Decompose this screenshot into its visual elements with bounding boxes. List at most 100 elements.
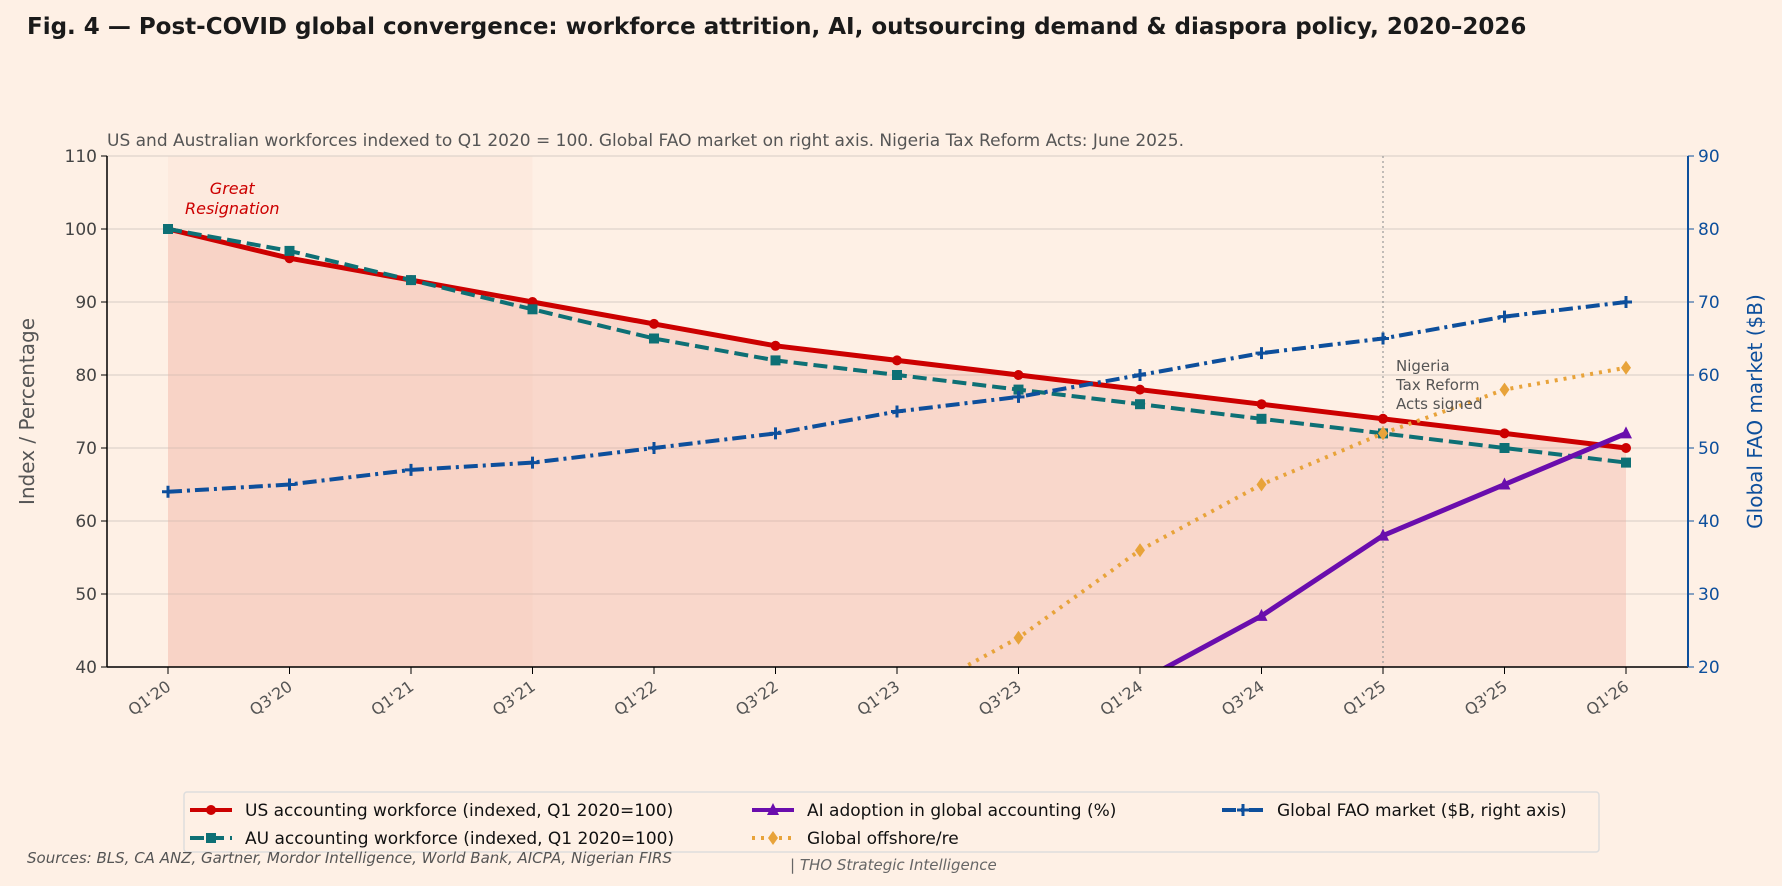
y-tick-label: 40 — [75, 658, 97, 678]
legend-item: AU accounting workforce (indexed, Q1 202… — [190, 829, 674, 849]
data-point — [1378, 413, 1388, 424]
y-tick-label: 90 — [75, 293, 97, 313]
data-point — [1377, 528, 1389, 541]
x-tick-label: Q1'22 — [610, 677, 660, 720]
data-point — [1378, 426, 1388, 441]
legend-label: Global offshore/re — [807, 829, 959, 849]
data-point — [1499, 382, 1510, 397]
us-workforce-area — [168, 229, 1626, 667]
data-point — [1013, 384, 1024, 395]
x-tick-label: Q1'24 — [1096, 677, 1146, 720]
y-tick-label: 80 — [75, 366, 97, 386]
legend-label: AU accounting workforce (indexed, Q1 202… — [245, 829, 674, 849]
data-point — [768, 831, 778, 845]
x-tick-label: Q1'25 — [1339, 677, 1389, 720]
y2-tick-label: 60 — [1698, 366, 1720, 386]
data-point — [406, 275, 416, 286]
x-tick-label: Q3'21 — [489, 677, 539, 720]
data-point — [1377, 332, 1389, 345]
x-tick-label: Q1'20 — [124, 677, 174, 720]
x-tick-label: Q3'25 — [1461, 677, 1511, 720]
data-point — [892, 370, 902, 380]
data-point — [1255, 347, 1268, 360]
data-point — [1012, 390, 1025, 403]
data-point — [1620, 296, 1632, 308]
data-point — [1621, 360, 1631, 375]
series-4 — [162, 296, 1632, 498]
data-point — [649, 333, 659, 344]
data-point — [1621, 457, 1631, 468]
data-point — [1498, 310, 1511, 323]
y2-tick-label: 90 — [1698, 147, 1720, 167]
legend-item: AI adoption in global accounting (%) — [752, 801, 1116, 821]
sources-note: Sources: BLS, CA ANZ, Gartner, Mordor In… — [27, 849, 672, 867]
data-point — [163, 224, 173, 234]
y-axis-label: Index / Percentage — [15, 318, 39, 505]
legend-label: US accounting workforce (indexed, Q1 202… — [245, 801, 673, 821]
data-point — [1256, 413, 1267, 424]
x-tick-label: Q1'23 — [853, 677, 903, 720]
great-resignation-label: Resignation — [185, 199, 280, 218]
data-point — [648, 442, 660, 454]
great-resignation-label: Great — [210, 179, 256, 198]
x-tick-label: Q3'23 — [975, 677, 1025, 720]
y2-tick-label: 20 — [1698, 658, 1720, 678]
data-point — [1499, 443, 1510, 453]
y2-tick-label: 70 — [1698, 293, 1720, 313]
nigeria-reform-label: Nigeria — [1396, 357, 1450, 375]
x-tick-label: Q3'24 — [1218, 677, 1268, 720]
data-point — [1498, 477, 1511, 490]
data-point — [1135, 384, 1145, 395]
data-point — [283, 478, 296, 491]
x-tick-label: Q1'21 — [367, 677, 417, 720]
series-group — [162, 224, 1632, 667]
y2-tick-label: 50 — [1698, 439, 1720, 459]
x-tick-label: Q3'22 — [732, 677, 782, 720]
data-point — [526, 456, 539, 469]
data-point — [527, 304, 538, 315]
data-point — [770, 340, 781, 351]
legend: US accounting workforce (indexed, Q1 202… — [183, 791, 1600, 853]
series-3 — [960, 360, 1631, 667]
credit-note: | THO Strategic Intelligence — [790, 856, 997, 874]
y-tick-label: 60 — [75, 512, 97, 532]
data-point — [206, 805, 216, 815]
y2-axis-label: Global FAO market ($B) — [1743, 294, 1767, 529]
data-point — [405, 463, 417, 476]
figure-title: Fig. 4 — Post-COVID global convergence: … — [27, 14, 1527, 40]
data-point — [1237, 804, 1249, 816]
data-point — [767, 803, 779, 815]
legend-item: Global offshore/re — [752, 829, 959, 849]
y2-tick-label: 40 — [1698, 512, 1720, 532]
y-tick-label: 100 — [65, 220, 97, 240]
y-tick-label: 50 — [75, 585, 97, 605]
y2-tick-label: 30 — [1698, 585, 1720, 605]
chart-subtitle: US and Australian workforces indexed to … — [107, 131, 1184, 151]
data-point — [649, 318, 659, 329]
data-point — [1256, 477, 1267, 492]
y-tick-label: 70 — [75, 439, 97, 459]
data-point — [770, 355, 781, 366]
x-tick-label: Q3'20 — [246, 677, 296, 720]
y2-tick-label: 80 — [1698, 220, 1720, 240]
data-point — [1255, 608, 1268, 621]
data-point — [284, 245, 295, 256]
data-point — [1013, 630, 1024, 645]
legend-item: US accounting workforce (indexed, Q1 202… — [190, 801, 673, 821]
data-point — [1499, 428, 1510, 439]
data-point — [892, 355, 902, 366]
series-2 — [1161, 426, 1632, 667]
legend-item: Global FAO market ($B, right axis) — [1222, 801, 1567, 821]
data-point — [769, 427, 782, 440]
legend-box — [183, 791, 1600, 853]
legend-label: Global FAO market ($B, right axis) — [1277, 801, 1567, 821]
data-point — [1620, 426, 1632, 439]
data-point — [162, 485, 174, 498]
nigeria-reform-label: Tax Reform — [1395, 376, 1479, 394]
data-point — [1621, 443, 1631, 453]
y-tick-label: 110 — [65, 147, 97, 167]
data-point — [1256, 399, 1267, 410]
data-point — [1135, 543, 1145, 558]
data-point — [206, 833, 216, 843]
